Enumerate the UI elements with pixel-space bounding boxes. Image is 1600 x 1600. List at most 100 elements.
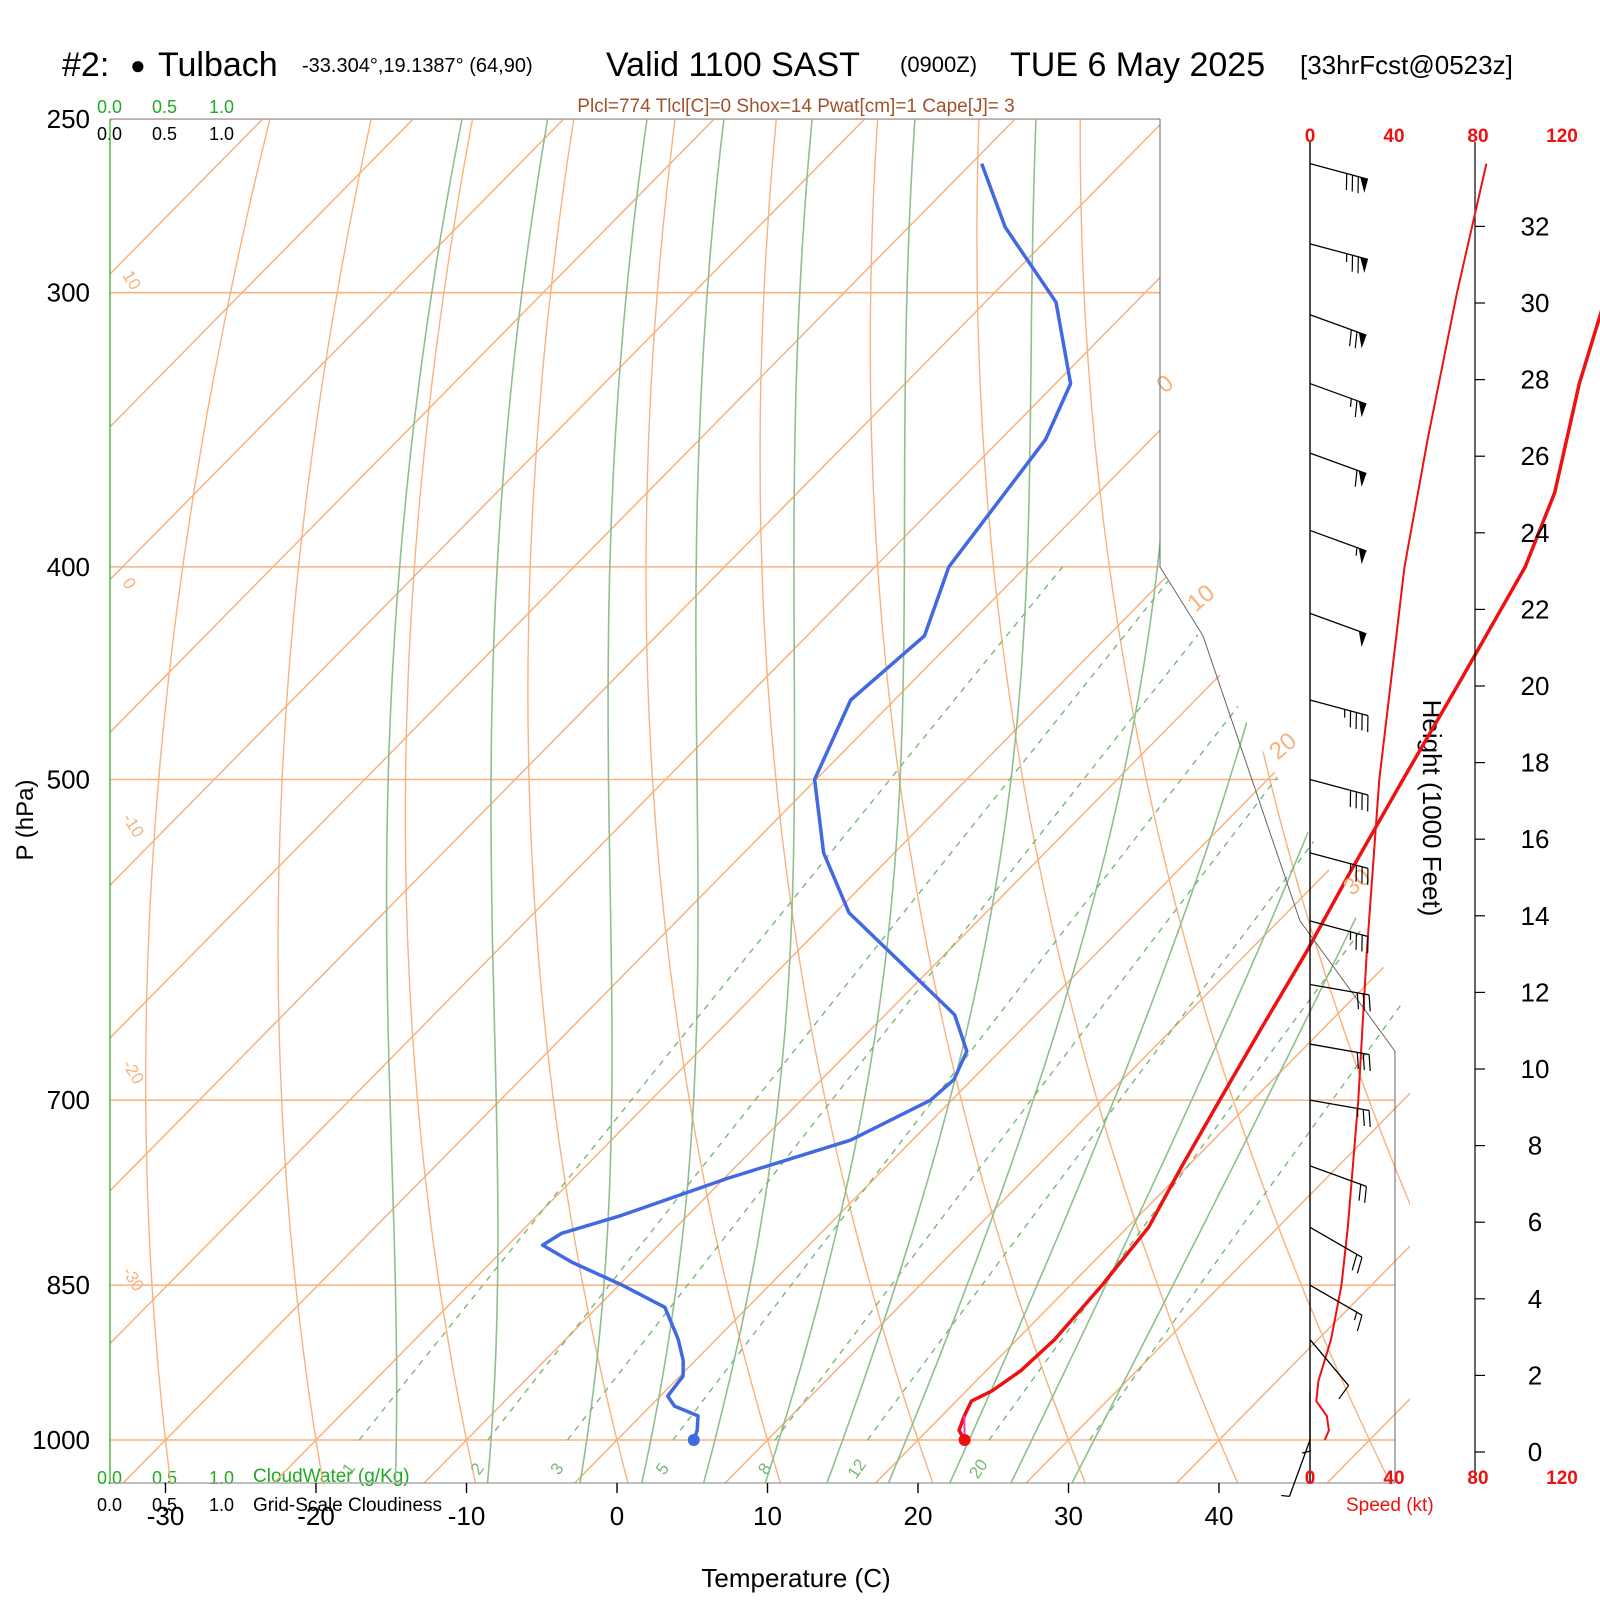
mixing-ratio-line (866, 566, 1410, 1441)
isotherm-line (110, 119, 1016, 1483)
mixing-ratio-label: 2 (467, 1460, 488, 1479)
pressure-tick-label: 1000 (32, 1425, 90, 1455)
barb-staff (1309, 1043, 1370, 1056)
wind-barb (1309, 1339, 1350, 1400)
cloudiness-scale-top-2: 1.0 (209, 124, 234, 144)
height-tick-label: 24 (1521, 518, 1550, 548)
barb-half-flag (1355, 547, 1358, 556)
wind-speed-line (1315, 163, 1488, 1441)
indices-line: Plcl=774 Tlcl[C]=0 Shox=14 Pwat[cm]=1 Ca… (577, 96, 1014, 117)
cloudiness-label: Grid-Scale Cloudiness (253, 1495, 442, 1516)
height-tick-label: 26 (1521, 441, 1550, 471)
barb-pennant (1358, 401, 1367, 418)
height-tick-label: 18 (1521, 748, 1550, 778)
barb-pennant (1358, 470, 1367, 487)
barb-flag (1362, 993, 1365, 1011)
isotherm-label: 10 (119, 267, 145, 293)
speed-tick-label-bottom: 80 (1467, 1468, 1488, 1489)
moist-adiabat (875, 119, 1181, 1483)
pressure-tick-label: 400 (47, 552, 90, 582)
height-tick-label: 12 (1521, 977, 1550, 1007)
isotherm-line (110, 119, 1167, 1483)
barb-staff (1309, 1165, 1367, 1187)
dry-adiabat (277, 119, 381, 1483)
dry-adiabat (976, 119, 1253, 1483)
speed-tick-label-top: 80 (1467, 126, 1488, 147)
wind-barb (1309, 612, 1367, 648)
mixing-ratio-line (774, 566, 1410, 1441)
isotherm-line (110, 119, 565, 1483)
barb-flag (1368, 1110, 1371, 1128)
barb-flag (1362, 1109, 1365, 1126)
mixing-ratio-line (487, 566, 1180, 1441)
isotherm-line (875, 119, 1410, 1483)
barb-staff (1309, 852, 1369, 869)
wind-and-height-panel: 0246810121416182022242628303200404080801… (1281, 126, 1578, 1497)
barb-flag (1338, 1385, 1350, 1400)
cloudiness-scale-bottom-1: 0.5 (152, 1495, 177, 1515)
temperature-tick-label: 20 (904, 1501, 933, 1531)
moist-adiabat (483, 119, 556, 1483)
mixing-ratio-line (1089, 566, 1410, 1441)
valid-date: TUE 6 May 2025 (1010, 46, 1265, 84)
wind-barb (1309, 699, 1369, 733)
dry-adiabat (527, 119, 637, 1483)
wind-barb (1309, 529, 1367, 565)
barb-pennant (1358, 631, 1367, 648)
temperature-tick-label: 0 (610, 1501, 624, 1531)
cloudwater-scale-top-0: 0.0 (97, 97, 122, 117)
wind-barb (1309, 1099, 1371, 1128)
moist-adiabat (574, 119, 654, 1483)
wind-barb (1309, 983, 1371, 1012)
cloudwater-scale-bottom-2: 1.0 (209, 1468, 234, 1488)
isotherm-line (110, 119, 414, 1483)
wind-barb (1309, 452, 1367, 487)
dry-adiabat (645, 119, 791, 1483)
moist-adiabat (935, 119, 1348, 1483)
height-tick-label: 16 (1521, 824, 1550, 854)
barb-flag (1356, 992, 1360, 1010)
isotherm-line (110, 119, 715, 1483)
isotherm-line (423, 119, 1410, 1483)
barb-half-flag (1349, 398, 1352, 407)
barb-flag (1364, 1186, 1367, 1203)
barb-flag (1368, 994, 1371, 1012)
dry-adiabat (144, 119, 281, 1483)
mixing-ratio-line (567, 566, 1253, 1441)
cloudiness-scale-top-1: 0.5 (152, 124, 177, 144)
barb-flag (1362, 1053, 1365, 1070)
height-tick-label: 20 (1521, 671, 1550, 701)
barb-pennant (1360, 177, 1368, 193)
dry-adiabat (1179, 119, 1410, 1483)
dry-adiabat-label: 20 (1264, 727, 1302, 765)
isotherm-line (110, 119, 1317, 1483)
cloudiness-scale-bottom-0: 0.0 (97, 1495, 122, 1515)
moist-adiabat (1055, 119, 1410, 1483)
barb-staff (1309, 612, 1367, 635)
barb-flag (1354, 470, 1358, 487)
barb-pennant (1358, 332, 1367, 349)
barb-staff (1309, 314, 1367, 336)
wind-barb (1309, 778, 1369, 812)
dewpoint-profile (540, 163, 1073, 1441)
barb-flag (1356, 1052, 1360, 1069)
dry-adiabat (404, 119, 483, 1483)
speed-tick-label-bottom: 40 (1383, 1468, 1404, 1489)
surface-dewpoint-dot (687, 1434, 700, 1446)
valid-time: Valid 1100 SAST (606, 46, 860, 84)
wind-barb (1309, 1043, 1371, 1071)
speed-tick-label-top: 120 (1546, 126, 1578, 147)
isotherm-line (273, 119, 1410, 1483)
barb-staff (1309, 1099, 1370, 1112)
speed-tick-label-top: 40 (1383, 126, 1404, 147)
surface-temperature-dot (958, 1434, 971, 1446)
isotherm-line (1176, 119, 1410, 1483)
height-tick-label: 22 (1521, 594, 1550, 624)
barb-flag (1356, 1257, 1363, 1274)
height-tick-label: 4 (1528, 1284, 1542, 1314)
dry-adiabat (1079, 119, 1407, 1483)
forecast-info: [33hrFcst@0523z] (1300, 50, 1513, 80)
moist-adiabat (814, 119, 1039, 1483)
barb-staff (1309, 778, 1369, 796)
